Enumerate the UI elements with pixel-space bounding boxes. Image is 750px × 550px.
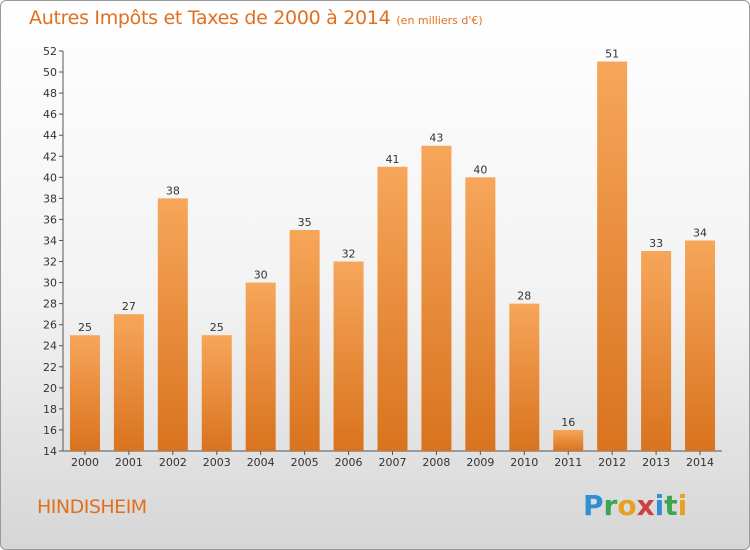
bar <box>685 240 716 451</box>
data-label: 35 <box>298 216 312 229</box>
x-tick-label: 2004 <box>247 456 275 469</box>
x-tick-label: 2006 <box>335 456 363 469</box>
bar <box>509 303 540 451</box>
bar <box>421 145 452 451</box>
y-tick-label: 14 <box>43 445 57 458</box>
proxiti-logo: Proxiti <box>583 489 687 522</box>
bar <box>289 229 320 451</box>
y-tick-label: 44 <box>43 129 57 142</box>
bar <box>201 335 232 451</box>
y-tick-label: 24 <box>43 340 57 353</box>
chart-unit: (en milliers d'€) <box>396 14 483 27</box>
y-tick-label: 42 <box>43 150 57 163</box>
x-tick-label: 2001 <box>115 456 143 469</box>
y-tick-label: 32 <box>43 256 57 269</box>
y-tick-label: 28 <box>43 298 57 311</box>
y-tick-label: 40 <box>43 171 57 184</box>
y-tick-label: 46 <box>43 108 57 121</box>
data-label: 40 <box>473 163 487 176</box>
data-label: 32 <box>342 248 356 261</box>
y-tick-label: 26 <box>43 319 57 332</box>
data-label: 27 <box>122 300 136 313</box>
y-tick-label: 30 <box>43 277 57 290</box>
logo-letter: t <box>664 489 678 522</box>
data-label: 28 <box>517 290 531 303</box>
data-label: 33 <box>649 237 663 250</box>
logo-letter: r <box>603 489 618 522</box>
bar <box>641 251 672 451</box>
x-tick-label: 2012 <box>598 456 626 469</box>
data-label: 43 <box>429 132 443 145</box>
logo-letter: P <box>583 489 604 522</box>
data-label: 41 <box>386 153 400 166</box>
bar <box>157 198 188 451</box>
data-label: 16 <box>561 416 575 429</box>
x-tick-label: 2010 <box>510 456 538 469</box>
x-tick-label: 2007 <box>379 456 407 469</box>
x-tick-label: 2011 <box>554 456 582 469</box>
logo-letter: i <box>654 489 665 522</box>
data-label: 25 <box>78 321 92 334</box>
town-name: HINDISHEIM <box>37 496 147 518</box>
y-tick-label: 20 <box>43 382 57 395</box>
x-tick-label: 2003 <box>203 456 231 469</box>
x-tick-label: 2000 <box>71 456 99 469</box>
x-tick-label: 2009 <box>466 456 494 469</box>
y-tick-label: 22 <box>43 361 57 374</box>
bar <box>465 177 496 451</box>
y-tick-label: 18 <box>43 403 57 416</box>
logo-letter: i <box>677 489 688 522</box>
bar <box>377 166 408 451</box>
x-tick-label: 2013 <box>642 456 670 469</box>
y-tick-label: 50 <box>43 66 57 79</box>
y-tick-label: 48 <box>43 87 57 100</box>
x-tick-label: 2002 <box>159 456 187 469</box>
y-tick-label: 34 <box>43 234 57 247</box>
y-tick-label: 52 <box>43 45 57 58</box>
bar <box>113 314 144 451</box>
data-label: 34 <box>693 226 707 239</box>
data-label: 30 <box>254 269 268 282</box>
y-tick-label: 36 <box>43 213 57 226</box>
y-tick-label: 16 <box>43 424 57 437</box>
bar <box>69 335 100 451</box>
x-tick-label: 2005 <box>291 456 319 469</box>
y-tick-label: 38 <box>43 192 57 205</box>
bar <box>597 61 628 452</box>
chart-title-text: Autres Impôts et Taxes de 2000 à 2014 <box>29 7 391 29</box>
data-label: 25 <box>210 321 224 334</box>
bar <box>333 261 364 451</box>
x-tick-label: 2014 <box>686 456 714 469</box>
x-tick-label: 2008 <box>422 456 450 469</box>
data-label: 38 <box>166 184 180 197</box>
bar <box>245 282 276 451</box>
logo-letter: o <box>617 489 637 522</box>
data-label: 51 <box>605 48 619 61</box>
logo-letter: x <box>636 489 655 522</box>
chart-title: Autres Impôts et Taxes de 2000 à 2014 (en… <box>29 7 483 29</box>
bar <box>553 429 584 451</box>
